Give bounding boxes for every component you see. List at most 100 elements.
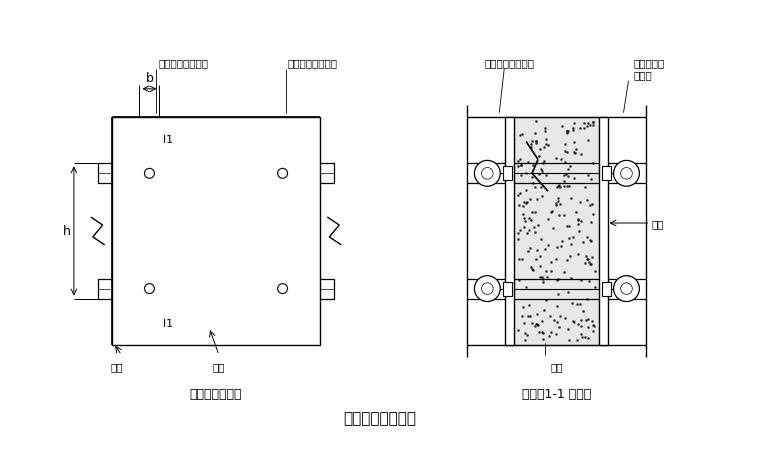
Point xyxy=(584,122,596,129)
Point xyxy=(539,125,551,132)
Point xyxy=(524,313,536,320)
Point xyxy=(512,164,524,171)
Point xyxy=(576,333,588,341)
Point xyxy=(570,146,582,153)
Point xyxy=(530,138,542,146)
Point xyxy=(544,313,556,320)
Point xyxy=(584,261,597,268)
Point xyxy=(529,229,541,236)
Point xyxy=(537,276,549,283)
Point xyxy=(554,201,566,208)
Point xyxy=(540,268,552,275)
Point xyxy=(521,230,533,237)
Point xyxy=(517,203,529,210)
Point xyxy=(575,151,587,158)
Circle shape xyxy=(277,169,287,179)
Point xyxy=(525,141,537,148)
Text: 墙模板正立面图: 墙模板正立面图 xyxy=(190,387,242,400)
Point xyxy=(568,120,580,127)
Point xyxy=(562,128,574,135)
Point xyxy=(553,323,565,331)
Point xyxy=(579,253,591,260)
Point xyxy=(559,314,571,322)
Point xyxy=(568,139,580,146)
Bar xyxy=(515,117,599,345)
Point xyxy=(563,235,575,242)
Point xyxy=(568,150,581,157)
Point xyxy=(584,237,597,244)
Point xyxy=(534,263,546,271)
Point xyxy=(539,246,551,253)
Point xyxy=(581,295,594,303)
Point xyxy=(550,184,562,192)
Point xyxy=(581,255,593,262)
Bar xyxy=(503,282,512,296)
Text: 钢管）: 钢管） xyxy=(633,70,652,80)
Point xyxy=(530,138,542,145)
Point xyxy=(554,313,566,320)
Point xyxy=(577,239,589,247)
Point xyxy=(518,224,530,231)
Point xyxy=(563,223,575,230)
Point xyxy=(515,131,527,138)
Bar xyxy=(98,164,334,184)
Point xyxy=(537,336,549,343)
Point xyxy=(524,196,536,203)
Circle shape xyxy=(144,284,154,294)
Point xyxy=(561,128,573,135)
Point xyxy=(540,297,553,304)
Point xyxy=(556,124,568,131)
Point xyxy=(572,320,584,327)
Point xyxy=(513,256,525,263)
Bar xyxy=(602,167,610,181)
Text: 主楞（圆形钢管）: 主楞（圆形钢管） xyxy=(158,58,208,68)
Point xyxy=(537,144,549,151)
Point xyxy=(539,129,551,136)
Point xyxy=(559,141,571,148)
Point xyxy=(537,330,549,337)
Text: 次楞（固形: 次楞（固形 xyxy=(633,58,665,68)
Point xyxy=(578,125,590,132)
Point xyxy=(581,171,594,179)
Point xyxy=(551,276,563,284)
Point xyxy=(581,234,593,241)
Point xyxy=(567,318,579,325)
Point xyxy=(528,184,540,191)
Point xyxy=(511,158,524,165)
Point xyxy=(553,212,565,219)
Point xyxy=(588,268,600,275)
Point xyxy=(545,268,557,275)
Point xyxy=(555,243,567,250)
Point xyxy=(514,156,526,163)
Point xyxy=(562,336,575,343)
Point xyxy=(567,234,579,241)
Point xyxy=(572,216,584,223)
Point xyxy=(566,299,578,307)
Point xyxy=(575,218,587,225)
Circle shape xyxy=(277,284,287,294)
Point xyxy=(520,284,532,291)
Point xyxy=(533,329,545,336)
Point xyxy=(565,275,577,282)
Text: 螺栓: 螺栓 xyxy=(551,361,563,371)
Point xyxy=(580,317,592,324)
Point xyxy=(568,149,581,156)
Point xyxy=(562,289,575,296)
Point xyxy=(582,316,594,323)
Point xyxy=(522,227,534,234)
Point xyxy=(564,163,576,170)
Point xyxy=(533,171,545,179)
Point xyxy=(574,125,586,133)
Point xyxy=(565,241,578,248)
Point xyxy=(537,279,549,286)
Point xyxy=(535,184,547,191)
Point xyxy=(574,199,586,206)
Point xyxy=(536,329,548,336)
Point xyxy=(550,256,562,263)
Point xyxy=(525,175,537,182)
Point xyxy=(587,327,600,335)
Point xyxy=(578,120,591,127)
Point xyxy=(579,260,591,267)
Point xyxy=(559,159,572,166)
Text: h: h xyxy=(63,225,71,238)
